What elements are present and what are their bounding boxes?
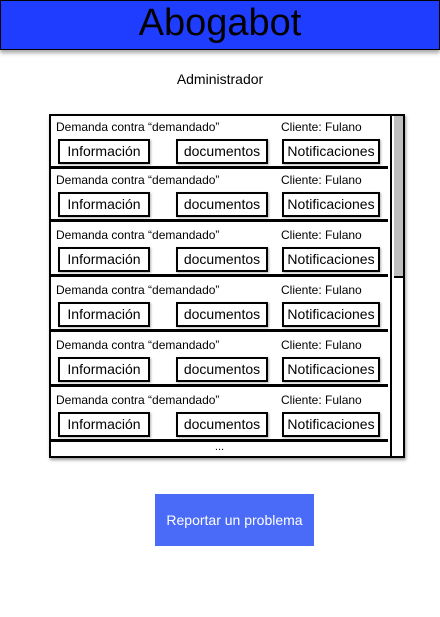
info-button[interactable]: Información bbox=[58, 192, 150, 217]
info-button[interactable]: Información bbox=[58, 139, 150, 164]
case-client: Cliente: Fulano bbox=[281, 120, 362, 134]
notifications-button[interactable]: Notificaciones bbox=[282, 139, 380, 164]
report-problem-button[interactable]: Reportar un problema bbox=[155, 494, 314, 546]
notifications-button[interactable]: Notificaciones bbox=[282, 357, 380, 382]
documents-button[interactable]: documentos bbox=[176, 412, 268, 437]
case-title: Demanda contra “demandado” bbox=[56, 393, 220, 407]
case-client: Cliente: Fulano bbox=[281, 283, 362, 297]
case-client: Cliente: Fulano bbox=[281, 338, 362, 352]
case-item: Demanda contra “demandado” Cliente: Fula… bbox=[51, 224, 388, 277]
case-client: Cliente: Fulano bbox=[281, 173, 362, 187]
info-button[interactable]: Información bbox=[58, 247, 150, 272]
notifications-button[interactable]: Notificaciones bbox=[282, 247, 380, 272]
notifications-button[interactable]: Notificaciones bbox=[282, 412, 380, 437]
documents-button[interactable]: documentos bbox=[176, 247, 268, 272]
documents-button[interactable]: documentos bbox=[176, 357, 268, 382]
more-indicator: ... bbox=[214, 441, 225, 453]
case-item: Demanda contra “demandado” Cliente: Fula… bbox=[51, 279, 388, 332]
case-title: Demanda contra “demandado” bbox=[56, 173, 220, 187]
case-title: Demanda contra “demandado” bbox=[56, 120, 220, 134]
user-role-label: Administrador bbox=[176, 71, 264, 87]
case-client: Cliente: Fulano bbox=[281, 393, 362, 407]
case-list[interactable]: Demanda contra “demandado” Cliente: Fula… bbox=[49, 114, 405, 458]
app-header: Abogabot bbox=[0, 0, 440, 50]
notifications-button[interactable]: Notificaciones bbox=[282, 192, 380, 217]
case-item: Demanda contra “demandado” Cliente: Fula… bbox=[51, 116, 388, 169]
case-title: Demanda contra “demandado” bbox=[56, 228, 220, 242]
case-item: Demanda contra “demandado” Cliente: Fula… bbox=[51, 389, 388, 442]
app-title: Abogabot bbox=[138, 2, 302, 44]
info-button[interactable]: Información bbox=[58, 412, 150, 437]
info-button[interactable]: Información bbox=[58, 357, 150, 382]
documents-button[interactable]: documentos bbox=[176, 302, 268, 327]
case-client: Cliente: Fulano bbox=[281, 228, 362, 242]
documents-button[interactable]: documentos bbox=[176, 139, 268, 164]
notifications-button[interactable]: Notificaciones bbox=[282, 302, 380, 327]
info-button[interactable]: Información bbox=[58, 302, 150, 327]
scrollbar[interactable] bbox=[390, 116, 403, 456]
documents-button[interactable]: documentos bbox=[176, 192, 268, 217]
case-title: Demanda contra “demandado” bbox=[56, 338, 220, 352]
case-title: Demanda contra “demandado” bbox=[56, 283, 220, 297]
case-item: Demanda contra “demandado” Cliente: Fula… bbox=[51, 334, 388, 387]
scrollbar-thumb[interactable] bbox=[394, 116, 403, 278]
case-item: Demanda contra “demandado” Cliente: Fula… bbox=[51, 169, 388, 222]
